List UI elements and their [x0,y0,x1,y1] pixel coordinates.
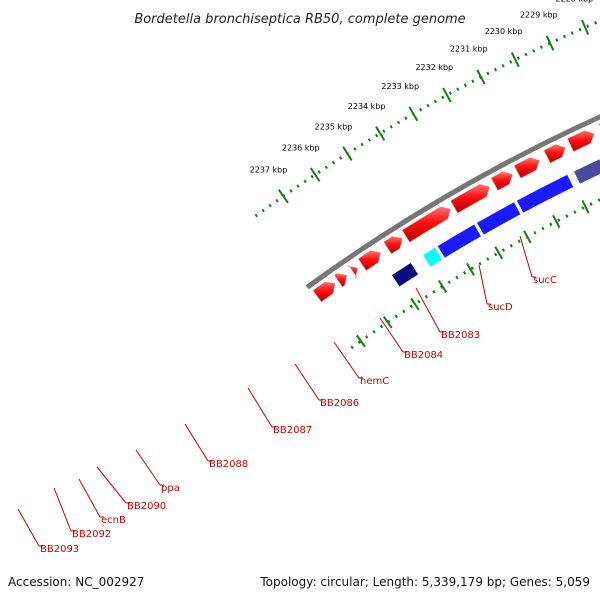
gene-label-leader [17,508,40,547]
forward-gene-arrow [401,206,451,243]
major-tick [476,69,486,85]
gene-label-leader [53,487,72,532]
inner-tick [382,315,393,329]
inner-tick [494,246,504,260]
scale-label: 2228 kbp [556,0,594,3]
gene-label: BB2086 [320,398,359,409]
gene-label: BB2083 [441,330,480,341]
scale-label: 2235 kbp [315,122,353,131]
inner-tick [523,230,532,244]
major-tick [510,52,520,68]
gene-label-leader [184,423,209,462]
forward-gene-arrow [490,171,513,191]
scale-label: 2229 kbp [520,10,558,19]
forward-gene-arrow [346,265,358,279]
gene-label: BB2084 [404,350,443,361]
cds-block [422,247,443,268]
scale-label: 2237 kbp [250,166,288,175]
forward-gene-arrow [450,184,490,214]
gene-label: sucD [488,302,513,313]
inner-tick [466,262,475,276]
map-title: Bordetella bronchiseptica RB50, complete… [134,12,465,27]
inner-tick [437,279,448,293]
inner-tick [356,334,366,348]
inner-ticks [356,200,590,348]
gene-label: hemC [360,376,389,387]
forward-gene-arrow [567,130,595,152]
gene-label: BB2093 [40,544,79,555]
gene-label-leader [78,478,101,518]
forward-gene-arrow [513,157,540,179]
cds-block [476,201,522,236]
gene-label: BB2090 [127,501,166,512]
gene-label: BB2087 [273,425,312,436]
cds-block [573,158,600,185]
gene-label-leader [415,287,441,333]
topology-label: Topology: circular; Length: 5,339,179 bp… [259,575,590,589]
forward-strand-genes [312,123,600,303]
forward-gene-arrow [334,273,348,288]
scale-label: 2234 kbp [348,102,386,111]
gene-label-leader [96,466,127,504]
gene-label-leader [294,363,320,401]
scale-label: 2233 kbp [381,82,419,91]
gene-label-leader [478,264,488,305]
scale-labels: 2225 kbp2226 kbp2227 kbp2228 kbp2229 kbp… [250,0,594,175]
forward-gene-arrow [312,281,336,303]
major-tick [408,106,419,122]
inner-tick-ring [350,198,600,350]
cds-block [437,223,482,259]
gene-label-leader [247,387,273,428]
gene-label-leader [379,317,404,353]
gene-label: ecnB [101,515,126,526]
accession-label: Accession: NC_002927 [8,575,144,589]
genome-backbone [305,114,600,290]
forward-gene-arrow [358,250,381,271]
major-ticks [277,19,590,204]
major-tick [375,126,386,141]
forward-gene-arrow [543,144,566,164]
cds-block [391,262,419,288]
inner-tick [410,297,420,311]
major-tick [309,167,321,182]
major-tick [581,19,590,36]
gene-label: BB2092 [72,529,111,540]
gene-label: ppa [161,483,180,494]
cds-features [391,158,600,288]
inner-tick [581,200,590,214]
scale-label: 2230 kbp [485,27,523,36]
inner-tick [552,214,561,229]
major-tick [342,146,353,161]
major-tick [545,35,555,51]
major-tick [277,189,289,204]
gene-label-leader [519,235,533,278]
scale-label: 2231 kbp [450,45,488,54]
major-tick [442,87,452,103]
gene-label-leader [135,449,161,486]
scale-label: 2236 kbp [282,144,320,153]
scale-label: 2232 kbp [415,63,453,72]
outer-tick-ring [254,19,600,218]
gene-label: sucC [533,275,557,286]
forward-gene-arrow [383,236,403,255]
cds-block [516,174,574,214]
gene-label-leader [333,341,360,379]
gene-label: BB2088 [209,459,248,470]
